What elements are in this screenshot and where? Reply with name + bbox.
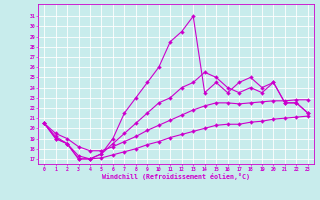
X-axis label: Windchill (Refroidissement éolien,°C): Windchill (Refroidissement éolien,°C) (102, 173, 250, 180)
